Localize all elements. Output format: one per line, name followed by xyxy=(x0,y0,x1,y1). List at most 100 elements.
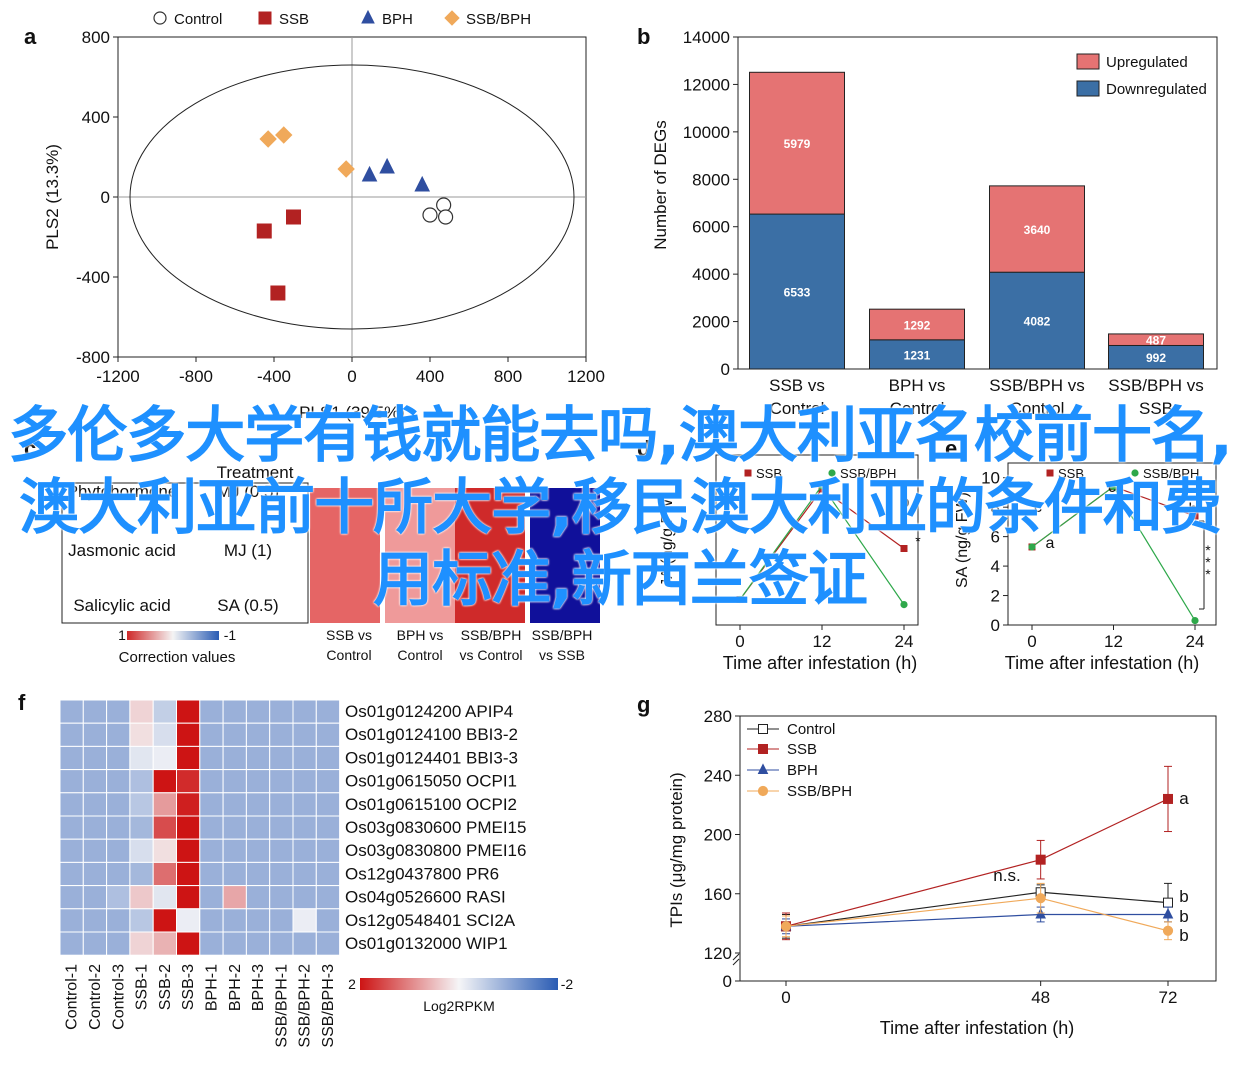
annotation-g: b xyxy=(1179,926,1188,945)
annotation-g: b xyxy=(1179,887,1188,906)
x-tick-label-d: 0 xyxy=(735,632,744,651)
plot-frame-g xyxy=(739,715,1217,982)
y-tick-label-e: 2 xyxy=(991,587,1000,606)
category-label-b: BPH vs xyxy=(889,376,946,395)
y-tick-label-e: 10 xyxy=(981,469,1000,488)
y-axis-label-d: JA (ng/g FW) xyxy=(659,493,676,586)
color-scale-c xyxy=(127,631,219,640)
legend-marker-g xyxy=(757,785,769,797)
heatmap-cell-f xyxy=(59,838,84,863)
panel-label-g: g xyxy=(637,692,650,717)
x-tick-label-a: -1200 xyxy=(96,367,139,386)
heatmap-cell-f xyxy=(269,769,294,794)
heatmap-cell-f xyxy=(222,838,247,863)
heatmap-cell-f xyxy=(59,861,84,887)
heatmap-cell-f xyxy=(245,815,271,840)
heatmap-cell-f xyxy=(245,838,271,863)
legend-label-g: Control xyxy=(787,721,835,738)
heatmap-cell-f xyxy=(292,699,317,724)
heatmap-cell-f xyxy=(222,908,247,933)
column-label-f: Control-2 xyxy=(87,964,104,1030)
row-label-c: Salicylic acid xyxy=(73,596,170,615)
point-ssb-bph-a xyxy=(337,160,355,178)
heatmap-cell-f xyxy=(315,931,341,956)
x-tick-label-g: 72 xyxy=(1159,988,1178,1007)
color-scale-tick-f: -2 xyxy=(561,976,574,992)
line-control-g xyxy=(785,891,1169,927)
heatmap-cell-f xyxy=(245,792,271,817)
x-tick-label-a: -800 xyxy=(179,367,213,386)
significance-star-e: * xyxy=(1205,566,1211,582)
point-e xyxy=(1191,512,1199,520)
y-tick-label-g: 240 xyxy=(704,766,732,785)
row-label-right-c: MJ (0.5) xyxy=(217,482,279,501)
data-label-downregulated-b: 6533 xyxy=(784,286,811,300)
point-control-a xyxy=(438,209,454,225)
legend-label-d: SSB xyxy=(756,466,782,481)
heatmap-cell-f xyxy=(59,885,84,910)
legend-marker-e xyxy=(1046,469,1054,477)
heatmap-cell-f xyxy=(59,745,84,771)
legend-label-g: BPH xyxy=(787,762,818,779)
heatmap-cell-f xyxy=(269,792,294,817)
y-tick-label-a: -400 xyxy=(76,268,110,287)
heatmap-cell-f xyxy=(59,908,84,933)
heatmap-cell-f xyxy=(269,908,294,933)
category-label-b: SSB/BPH vs xyxy=(989,376,1084,395)
data-label-upregulated-b: 5979 xyxy=(784,137,811,151)
legend-label-g: SSB xyxy=(787,741,817,758)
panel-label-d: d xyxy=(637,436,650,461)
column-label-c: Control xyxy=(326,647,371,663)
heatmap-cell-f xyxy=(176,861,201,887)
legend-label-a: BPH xyxy=(382,11,413,28)
y-axis-label-g: TPIs (μg/mg protein) xyxy=(667,772,686,927)
column-label-c: vs SSB xyxy=(539,647,585,663)
heatmap-cell-f xyxy=(82,815,108,840)
x-axis-label-e: Time after infestation (h) xyxy=(1005,653,1199,673)
legend-marker-g xyxy=(757,763,769,774)
column-label-c: SSB/BPH xyxy=(461,627,522,643)
bar-downregulated-b xyxy=(989,271,1085,370)
heatmap-cell-f xyxy=(269,838,294,863)
panel-label-a: a xyxy=(24,24,37,49)
y-tick-label-b: 2000 xyxy=(692,313,730,332)
legend-label-d: SSB/BPH xyxy=(840,466,896,481)
y-tick-label-a: -800 xyxy=(76,348,110,367)
significance-star-e: * xyxy=(1205,542,1211,558)
heatmap-cell-f xyxy=(292,745,317,771)
heatmap-cell-f xyxy=(82,885,108,910)
y-tick-label-b: 6000 xyxy=(692,218,730,237)
heatmap-cell-f xyxy=(176,769,201,794)
y-tick-label-g: 280 xyxy=(704,707,732,726)
heatmap-cell-f xyxy=(222,745,247,771)
heatmap-cell-f xyxy=(245,699,271,724)
annotation-e: c xyxy=(1108,479,1116,496)
y-tick-label-b: 14000 xyxy=(683,28,730,47)
point-d xyxy=(818,482,826,490)
x-tick-label-g: 0 xyxy=(781,988,790,1007)
x-axis-label-g: Time after infestation (h) xyxy=(880,1018,1074,1038)
heatmap-cell-f xyxy=(245,769,271,794)
heatmap-cell-f xyxy=(59,722,84,747)
column-label-c: SSB/BPH xyxy=(532,627,593,643)
legend-label-e: SSB/BPH xyxy=(1143,466,1199,481)
legend-marker-a xyxy=(258,11,272,25)
heatmap-cell-f xyxy=(315,792,341,817)
heatmap-cell-f xyxy=(222,722,247,747)
annotation-e: b xyxy=(1189,501,1198,518)
category-label-b: SSB vs xyxy=(769,376,825,395)
color-scale-label-f: Log2RPKM xyxy=(423,998,495,1014)
heatmap-cell-f xyxy=(129,838,154,863)
panel-label-f: f xyxy=(18,690,26,715)
heatmap-cell-f xyxy=(129,908,154,933)
heatmap-cell-f xyxy=(315,861,341,887)
column-label-f: BPH-1 xyxy=(203,964,220,1011)
annotation-g: n.s. xyxy=(993,866,1020,885)
heatmap-cell-f xyxy=(129,699,154,724)
row-label-c: Jasmonic acid xyxy=(68,541,176,560)
point-d xyxy=(900,545,908,552)
bar-upregulated-b xyxy=(749,71,845,215)
column-label-c: Control xyxy=(397,647,442,663)
heatmap-cell-f xyxy=(129,815,154,840)
heatmap-cell-f xyxy=(199,861,224,887)
